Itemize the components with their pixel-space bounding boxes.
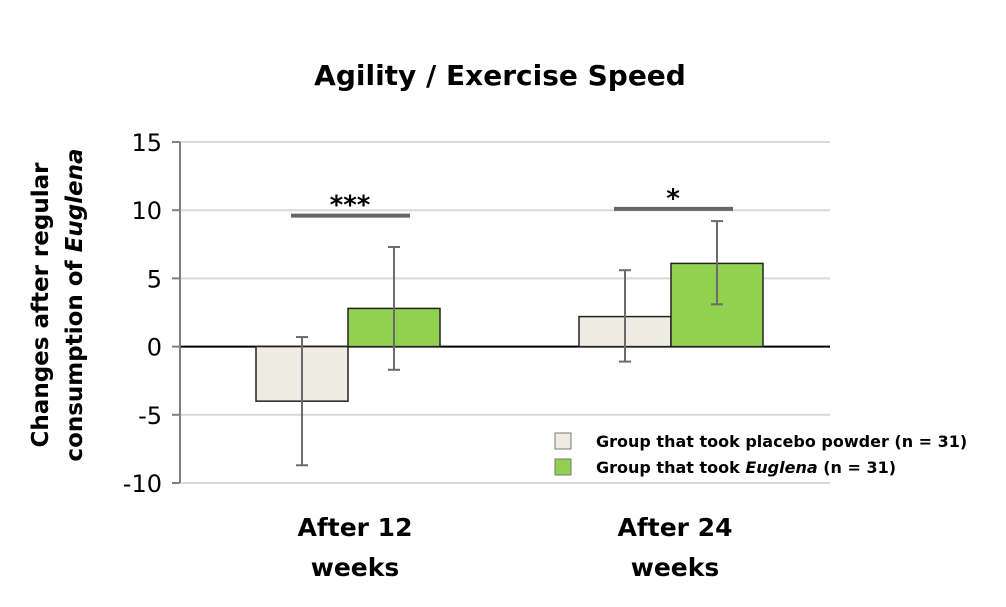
- legend-swatch: [554, 432, 572, 450]
- y-tick-label: -10: [123, 470, 162, 498]
- category-label-line2: weeks: [311, 553, 400, 582]
- y-axis-label-line2-italic: Euglena: [62, 148, 88, 252]
- legend-entry-suffix: (n = 31): [818, 458, 896, 477]
- y-axis-label-line1: Changes after regular: [28, 162, 54, 448]
- y-axis-label-second-line: consumption of Euglena: [62, 148, 88, 461]
- y-axis-label-line2-prefix: consumption of: [62, 252, 88, 461]
- bars: [255, 262, 764, 402]
- y-tick-label: 15: [131, 129, 162, 157]
- legend: Group that took placebo powder (n = 31) G…: [554, 432, 967, 477]
- legend-entry-italic: Euglena: [745, 458, 817, 477]
- legend-entry-prefix: Group that took placebo powder (n = 31): [596, 432, 967, 451]
- legend-swatch: [554, 458, 572, 476]
- error-bars: [296, 220, 723, 467]
- y-axis-label: Changes after regular: [28, 162, 54, 448]
- category-label-line2: weeks: [631, 553, 720, 582]
- y-tick-label: -5: [138, 402, 162, 430]
- category-label-line1: After 24: [618, 513, 733, 542]
- significance-label: *: [666, 184, 680, 214]
- legend-entry: Group that took Euglena (n = 31): [596, 458, 896, 477]
- category-label-line1: After 12: [298, 513, 413, 542]
- significance-markers: *** *: [291, 184, 733, 221]
- category-labels: After 12 weeks After 24 weeks: [298, 513, 733, 582]
- y-tick-label: 5: [147, 265, 162, 293]
- legend-entry: Group that took placebo powder (n = 31): [596, 432, 967, 451]
- y-tick-label: 0: [147, 334, 162, 362]
- legend-entry-prefix: Group that took: [596, 458, 745, 477]
- chart-title: Agility / Exercise Speed: [314, 59, 686, 92]
- y-axis-ticks: -10 -5 0 5 10 15: [123, 129, 181, 498]
- y-tick-label: 10: [131, 197, 162, 225]
- significance-label: ***: [330, 191, 371, 221]
